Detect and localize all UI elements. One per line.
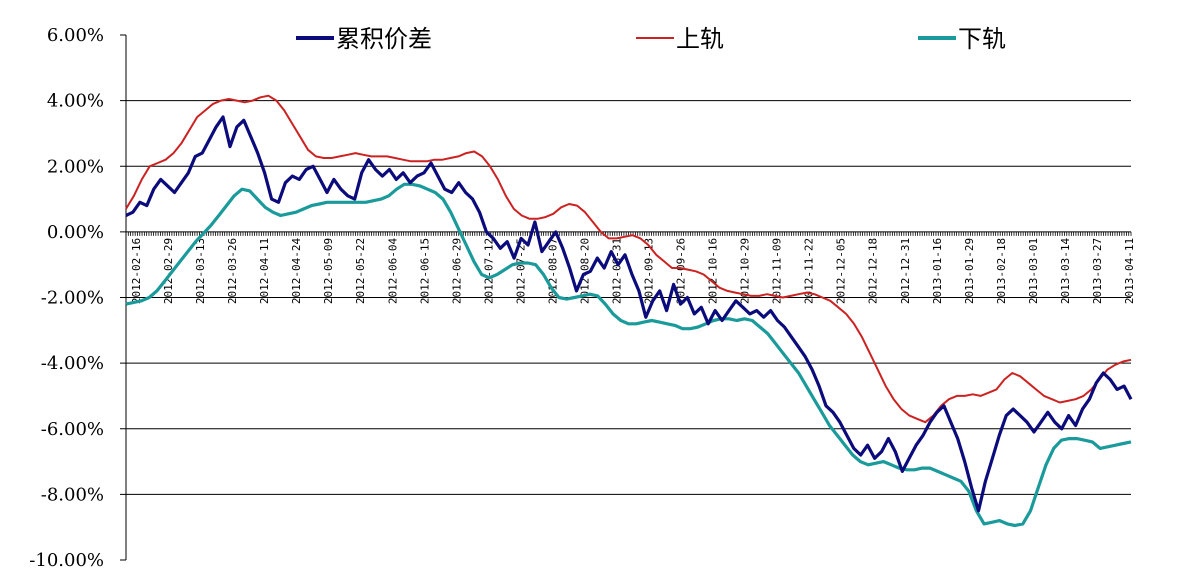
x-tick-label: 2013-04-11: [1123, 238, 1136, 304]
y-axis-tick-labels: 6.00% 4.00% 2.00% 0.00% -2.00% -4.00% -6.00% -8…: [29, 25, 104, 571]
x-tick-label: 2012-12-18: [867, 238, 880, 304]
y-tick-label: -4.00%: [41, 353, 104, 374]
y-tick-label: -6.00%: [41, 419, 104, 440]
x-tick-label: 2012-03-13: [194, 238, 207, 304]
x-tick-label: 2012-02-16: [130, 238, 143, 304]
x-tick-label: 2013-01-16: [931, 238, 944, 304]
y-tick-label: -8.00%: [41, 484, 104, 505]
x-tick-label: 2013-03-27: [1091, 238, 1104, 304]
x-tick-label: 2012-03-26: [226, 238, 239, 304]
y-tick-label: 4.00%: [47, 91, 104, 112]
legend-label: 上轨: [676, 25, 724, 53]
x-tick-label: 2013-02-18: [995, 238, 1008, 304]
series-line-upper-band: [125, 94, 1132, 424]
x-tick-label: 2012-12-05: [835, 238, 848, 304]
legend: 累积价差 上轨 下轨: [296, 25, 1006, 53]
x-tick-label: 2013-03-01: [1027, 238, 1040, 304]
x-tick-label: 2012-09-26: [675, 238, 688, 304]
x-axis-tick-labels: 2012-02-16 2012-02-29 2012-03-13 2012-03-26…: [130, 238, 1136, 305]
y-tick-label: 0.00%: [47, 222, 104, 243]
y-tick-label: -2.00%: [41, 288, 104, 309]
series-lines: [125, 94, 1133, 528]
x-tick-label: 2012-12-31: [899, 238, 912, 304]
x-tick-label: 2012-04-24: [290, 238, 303, 305]
x-tick-label: 2012-11-22: [803, 238, 816, 304]
x-tick-label: 2012-10-29: [739, 238, 752, 304]
x-tick-label: 2012-08-31: [610, 238, 623, 304]
axes: [120, 34, 1132, 561]
y-tick-label: 2.00%: [47, 156, 104, 177]
legend-label: 累积价差: [336, 25, 432, 53]
y-tick-label: 6.00%: [47, 25, 104, 46]
x-tick-label: 2012-09-13: [643, 238, 656, 304]
x-tick-label: 2012-07-12: [482, 238, 495, 304]
legend-label: 下轨: [958, 25, 1006, 53]
x-tick-label: 2012-05-09: [322, 238, 335, 304]
y-tick-label: -10.00%: [29, 550, 104, 571]
x-tick-label: 2012-06-29: [450, 238, 463, 304]
x-tick-label: 2012-05-22: [354, 238, 367, 304]
grid-lines: [126, 100, 1131, 495]
x-tick-label: 2013-03-14: [1059, 238, 1072, 305]
x-tick-label: 2013-01-29: [963, 238, 976, 304]
x-tick-label: 2012-06-15: [418, 238, 431, 304]
x-tick-label: 2012-10-16: [707, 238, 720, 304]
x-tick-label: 2012-07-25: [514, 238, 527, 304]
x-tick-label: 2012-04-11: [258, 238, 271, 304]
x-tick-label: 2012-02-29: [162, 238, 175, 304]
x-tick-label: 2012-08-20: [578, 238, 591, 304]
series-line-lower-band: [125, 182, 1132, 528]
x-tick-label: 2012-06-04: [386, 238, 399, 305]
series-line-cumulative-spread: [125, 115, 1133, 513]
x-tick-label: 2012-11-09: [771, 238, 784, 304]
